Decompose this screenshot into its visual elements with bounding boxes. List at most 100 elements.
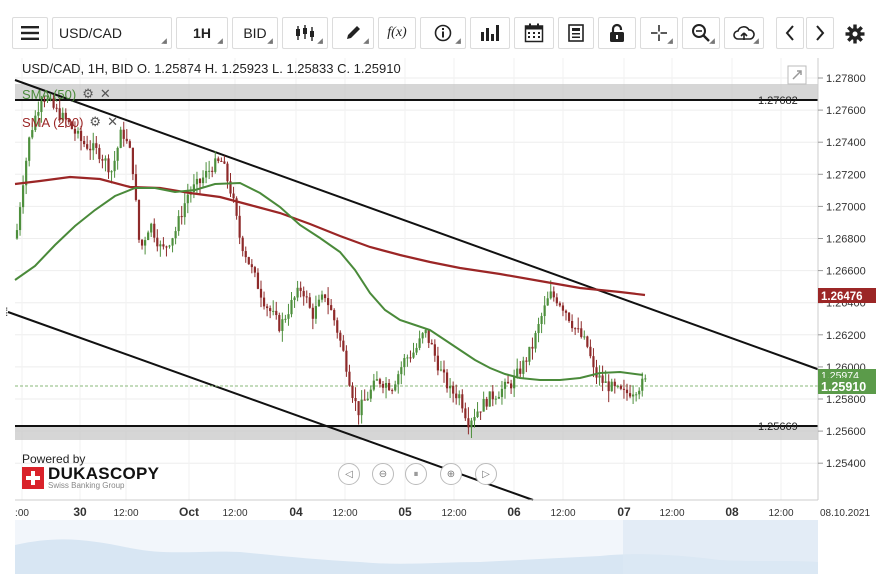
nav-zoom-out-button[interactable]: ⊖ (372, 463, 394, 485)
candle-body (104, 158, 107, 161)
time-tick-label: 12:00 (768, 508, 793, 519)
candle-body (586, 336, 589, 347)
candle-body (15, 230, 19, 239)
sma-200-indicator: SMA (200) ⚙ ✕ (22, 114, 118, 130)
candle-body (537, 323, 540, 334)
symbol-label: USD/CAD (59, 25, 123, 41)
candle-body (302, 290, 305, 297)
candle-body (98, 147, 101, 160)
candle-body (339, 332, 342, 341)
candle-body (64, 112, 67, 120)
candle-body (430, 342, 433, 345)
nav-zoom-in-button[interactable]: ⊕ (440, 463, 462, 485)
sma-50-line (14, 181, 644, 381)
candle-body (79, 130, 83, 141)
candle-body (333, 309, 336, 321)
candle-body (464, 408, 467, 419)
indicators-button[interactable]: f(x) (378, 17, 416, 49)
candle-body (607, 381, 610, 392)
cloud-save-button[interactable] (724, 17, 764, 49)
candle-body (433, 344, 436, 356)
sma-200-settings-icon[interactable]: ⚙ (89, 114, 102, 129)
lower-level-band (15, 426, 818, 440)
candle-body (470, 420, 473, 428)
candle-body (52, 98, 55, 108)
sma-50-close-icon[interactable]: ✕ (99, 86, 111, 101)
bar-chart-icon (481, 25, 499, 41)
upper-trendline[interactable] (14, 79, 821, 371)
price-type-selector[interactable]: BID (232, 17, 278, 49)
candle-body (397, 374, 400, 385)
candle-body (232, 193, 235, 199)
candle-body (290, 299, 293, 315)
crosshair-button[interactable] (640, 17, 678, 49)
candle-body (516, 368, 519, 377)
price-tick-label: 1.26600 (826, 266, 866, 278)
candle-body (177, 216, 180, 232)
powered-by-text: Powered by (22, 452, 86, 466)
scroll-left-button[interactable] (776, 17, 804, 49)
candle-body (482, 398, 485, 412)
nav-fit-button[interactable]: ⏸ (405, 463, 427, 485)
gear-icon (845, 24, 865, 44)
nav-back-button[interactable]: ◁ (338, 463, 360, 485)
candle-body (500, 388, 504, 397)
candle-body (314, 306, 317, 319)
candle-body (208, 170, 211, 172)
candle-body (162, 244, 165, 247)
cloud-upload-icon (733, 26, 755, 40)
price-chart[interactable]: 1.27682 1.25669 1.278001.276001.274001.2… (0, 58, 880, 574)
hamburger-icon (21, 26, 39, 40)
maximize-icon[interactable] (787, 65, 807, 85)
candle-body (137, 199, 141, 240)
settings-button[interactable] (842, 21, 868, 47)
drawing-tools-button[interactable] (332, 17, 374, 49)
candle-body (256, 272, 260, 289)
upper-level-label: 1.27682 (758, 95, 798, 107)
candle-body (546, 298, 549, 306)
lock-button[interactable] (598, 17, 636, 49)
candle-body (144, 240, 147, 246)
time-tick-label: :00 (15, 508, 29, 519)
brand-name: DUKASCOPY (48, 464, 160, 483)
candle-body (110, 171, 113, 173)
candle-body (406, 357, 409, 359)
time-tick-label: 08 (725, 505, 739, 519)
time-tick-label: 06 (507, 505, 521, 519)
upper-level-band (15, 84, 818, 101)
candle-body (384, 383, 388, 388)
sma-200-close-icon[interactable]: ✕ (107, 114, 118, 129)
candle-body (372, 380, 375, 390)
chart-type-button[interactable] (282, 17, 328, 49)
drag-handle-icon[interactable]: ⁞ (5, 305, 8, 319)
lower-level-label: 1.25669 (758, 421, 798, 433)
zoom-button[interactable] (682, 17, 720, 49)
sma-50-settings-icon[interactable]: ⚙ (82, 86, 94, 101)
timeframe-selector[interactable]: 1H (176, 17, 228, 49)
sma-200-line (14, 175, 646, 297)
menu-button[interactable] (12, 17, 48, 49)
price-tick-label: 1.25600 (826, 426, 866, 438)
candle-body (357, 401, 360, 416)
candle-body (122, 129, 125, 139)
scroll-right-button[interactable] (806, 17, 834, 49)
candle-body (363, 399, 366, 401)
chevron-left-icon (785, 25, 794, 41)
volume-button[interactable] (470, 17, 510, 49)
sma-50-indicator: SMA (50) ⚙ ✕ (22, 86, 111, 102)
candle-body (394, 384, 397, 391)
candles-icon (296, 25, 314, 41)
symbol-selector[interactable]: USD/CAD (52, 17, 172, 49)
navigator-strip[interactable] (15, 520, 818, 574)
candle-body (473, 416, 476, 421)
candle-body (409, 357, 412, 359)
candle-body (198, 178, 202, 184)
info-button[interactable] (420, 17, 466, 49)
calendar-button[interactable] (514, 17, 554, 49)
candle-body (604, 381, 607, 383)
candle-body (119, 129, 122, 148)
news-button[interactable] (558, 17, 594, 49)
sma-200-price-tag: 1.26476 (818, 288, 876, 303)
nav-forward-button[interactable]: ▷ (475, 463, 497, 485)
candle-body (25, 160, 28, 186)
